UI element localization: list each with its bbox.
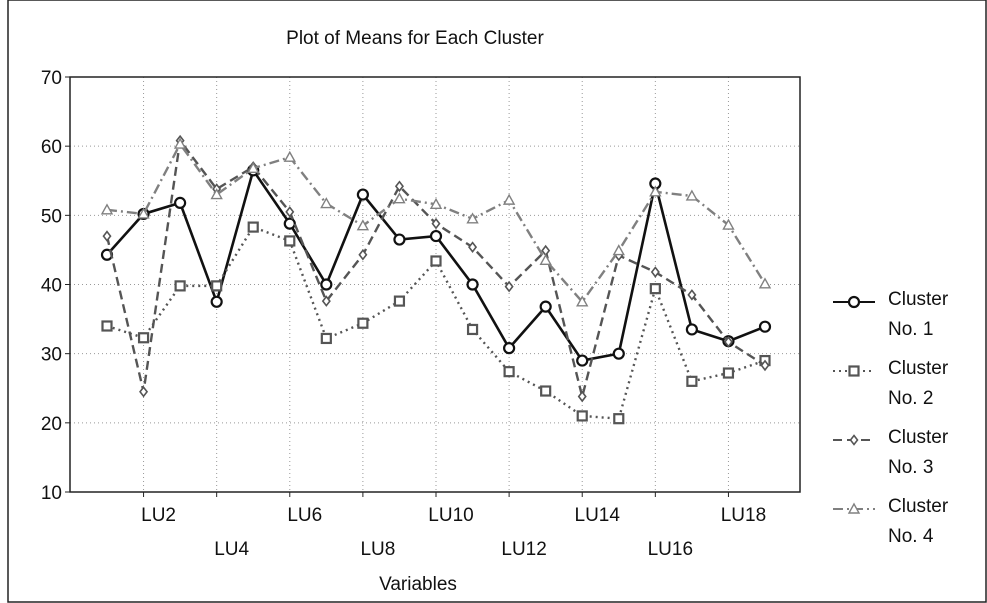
marker <box>649 185 662 197</box>
marker <box>577 390 587 403</box>
marker <box>137 207 150 219</box>
marker <box>612 347 625 360</box>
marker <box>430 255 442 267</box>
legend-label: Cluster No. 4 <box>888 496 949 547</box>
legend-label: Cluster No. 3 <box>888 427 949 478</box>
y-tick-label: 60 <box>41 137 62 158</box>
marker <box>102 230 112 242</box>
x-tick-label: LU8 <box>360 539 395 560</box>
marker <box>210 188 223 200</box>
marker <box>576 295 589 307</box>
marker <box>320 332 332 345</box>
marker <box>101 320 113 332</box>
marker <box>174 196 187 209</box>
marker <box>429 197 443 209</box>
marker <box>723 336 733 348</box>
marker <box>650 266 660 278</box>
chart-title: Plot of Means for Each Cluster <box>286 28 544 49</box>
marker <box>320 278 333 291</box>
marker <box>685 323 698 336</box>
marker <box>283 217 296 230</box>
marker <box>539 253 552 265</box>
marker <box>612 244 625 256</box>
marker <box>174 280 186 292</box>
y-tick-label: 20 <box>41 414 62 435</box>
y-tick-label: 30 <box>41 345 62 366</box>
marker <box>100 203 114 215</box>
marker <box>502 193 516 205</box>
marker <box>686 375 698 387</box>
marker <box>576 354 589 367</box>
x-tick-label: LU2 <box>141 505 176 526</box>
x-tick-label: LU10 <box>428 505 473 526</box>
x-tick-label: LU18 <box>721 505 766 526</box>
marker <box>685 189 699 201</box>
marker <box>285 206 295 218</box>
marker <box>466 278 479 291</box>
legend-marker <box>847 502 861 514</box>
marker <box>393 192 406 204</box>
y-tick-label: 50 <box>41 206 62 227</box>
x-tick-label: LU16 <box>648 539 693 560</box>
y-tick-label: 10 <box>41 483 62 504</box>
marker <box>541 244 551 257</box>
marker <box>321 295 331 307</box>
marker <box>540 385 552 397</box>
y-tick-label: 40 <box>41 276 62 297</box>
y-tick-label: 70 <box>41 68 62 89</box>
marker <box>613 413 625 425</box>
x-tick-label: LU14 <box>575 505 621 526</box>
x-tick-label: LU12 <box>501 539 546 560</box>
x-tick-label: LU4 <box>214 539 249 560</box>
marker <box>576 410 588 422</box>
marker <box>356 188 369 201</box>
marker <box>211 280 223 292</box>
marker <box>283 150 296 162</box>
marker <box>431 217 441 230</box>
marker <box>760 359 770 372</box>
marker <box>503 366 515 378</box>
marker <box>466 212 479 224</box>
marker <box>358 248 368 261</box>
frame <box>7 0 987 603</box>
marker <box>539 300 552 313</box>
marker <box>503 342 516 355</box>
x-tick-label: LU6 <box>287 505 322 526</box>
legend-marker <box>847 295 861 309</box>
marker <box>393 295 406 307</box>
marker <box>758 320 772 333</box>
marker <box>247 221 259 233</box>
marker <box>356 219 370 231</box>
marker <box>139 385 149 398</box>
marker <box>137 332 150 344</box>
marker <box>393 233 406 246</box>
marker <box>357 317 369 329</box>
marker <box>320 197 333 209</box>
marker <box>429 229 443 243</box>
marker <box>210 295 223 308</box>
marker <box>394 180 404 193</box>
marker <box>468 241 478 253</box>
marker <box>649 283 661 295</box>
legend-marker <box>848 365 860 377</box>
x-axis-label: Variables <box>379 574 457 595</box>
marker <box>247 161 260 173</box>
marker <box>466 323 479 336</box>
marker <box>722 218 735 230</box>
legend-label: Cluster No. 2 <box>888 358 949 409</box>
marker <box>722 367 735 379</box>
marker <box>284 235 296 247</box>
marker <box>758 277 772 289</box>
marker <box>504 280 514 293</box>
plot-area <box>69 76 801 493</box>
legend-marker <box>849 434 859 446</box>
marker <box>173 137 187 149</box>
legend-label: Cluster No. 1 <box>888 289 949 340</box>
marker <box>687 289 697 301</box>
